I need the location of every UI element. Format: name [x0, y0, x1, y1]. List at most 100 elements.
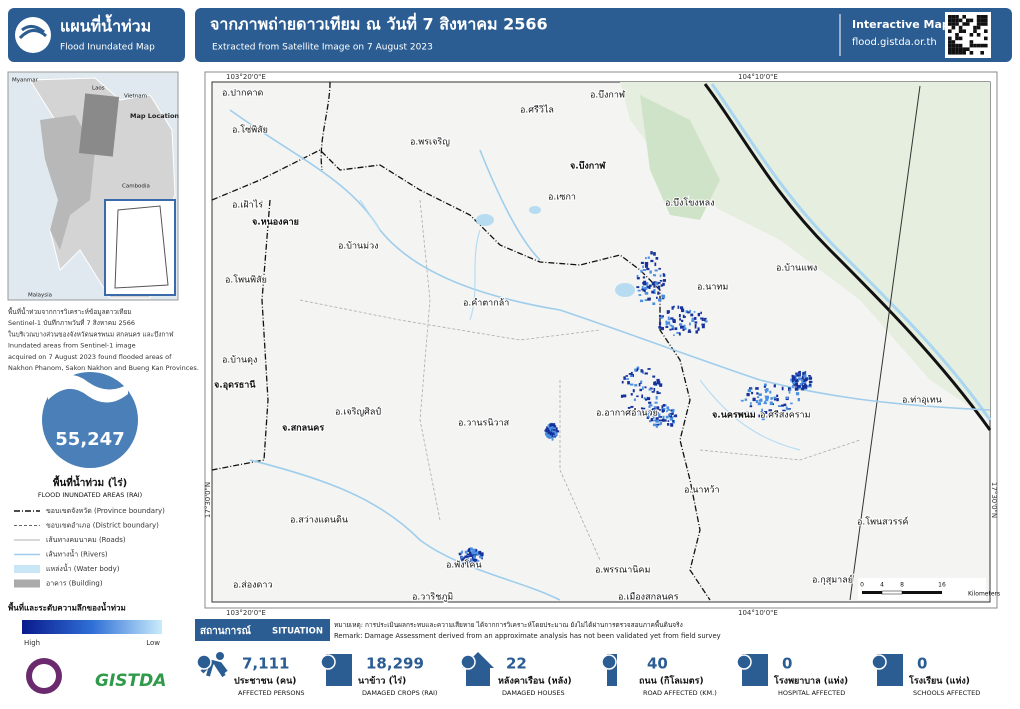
flood-speck [552, 427, 556, 430]
flood-speck [648, 405, 651, 408]
url: flood.gistda.or.th [852, 37, 937, 48]
flood-speck [634, 368, 637, 371]
flood-speck [640, 261, 644, 264]
flood-speck [768, 409, 773, 412]
scale-label: 8 [900, 582, 904, 589]
flood-speck [641, 407, 646, 410]
flood-speck [652, 411, 656, 415]
flood-speck [662, 282, 665, 286]
flood-speck [549, 424, 552, 428]
flood-speck [801, 375, 804, 379]
flood-speck [652, 302, 656, 306]
interactive-label: Interactive Map [852, 18, 950, 31]
map-label: อ.พรรณานิคม [595, 565, 650, 576]
coord-lat-left: 17°30'0"N [204, 482, 212, 518]
province-boundary [320, 81, 331, 171]
flood-speck [641, 288, 645, 291]
flood-speck [671, 306, 674, 310]
flood-speck [636, 286, 640, 289]
flood-speck [643, 283, 647, 286]
qr-cell [958, 29, 963, 33]
map-label: จ.สกลนคร [282, 424, 324, 434]
flood-speck [682, 314, 685, 319]
scale-label: 4 [880, 582, 884, 589]
flood-speck [662, 273, 665, 275]
flood-speck [629, 375, 633, 377]
flood-speck [644, 261, 649, 265]
flood-speck [647, 368, 651, 370]
flood-speck [636, 395, 639, 398]
map-label: จ.หนองคาย [252, 218, 299, 228]
flood-speck [640, 269, 643, 273]
qr-cell [984, 36, 988, 41]
qr-cell [951, 47, 956, 51]
qr-cell [984, 15, 988, 19]
flood-speck [630, 405, 634, 408]
flood-speck [747, 389, 752, 393]
flood-speck [669, 413, 672, 417]
qr-cell [958, 25, 963, 30]
map-label: อ.เซกา [548, 193, 576, 203]
flood-speck [681, 308, 685, 313]
icon-badge [196, 654, 212, 670]
flood-speck [666, 406, 670, 410]
icon-badge [601, 654, 617, 670]
remark-en: Remark: Damage Assessment derived from a… [334, 632, 721, 640]
situation-en: SITUATION [272, 627, 323, 637]
flood-speck [650, 251, 653, 255]
flood-speck [653, 285, 656, 288]
scale-seg [881, 590, 903, 595]
map-label: อ.ศรีสงคราม [760, 410, 811, 421]
coord-lat-right: 17°30'0"N [990, 482, 998, 518]
flood-speck [622, 394, 627, 398]
flood-speck [785, 406, 788, 409]
flood-speck [802, 372, 805, 375]
flood-speck [802, 384, 806, 388]
flood-speck [667, 420, 670, 422]
flood-speck [673, 334, 675, 337]
qr-cell [969, 51, 974, 55]
legend-label: ขอบเขตอำเภอ (District boundary) [46, 522, 159, 530]
flood-speck [644, 398, 647, 401]
flood-speck [666, 310, 670, 314]
map-label: อ.ศรีวิไล [520, 105, 554, 116]
impact-label-en: AFFECTED PERSONS [238, 689, 305, 697]
map-label: อ.บึงกาฬ [590, 90, 626, 101]
flood-speck [652, 408, 656, 411]
impact-value: 0 [917, 655, 927, 673]
flood-speck [654, 282, 658, 286]
map-label: จ.อุดรธานี [214, 380, 256, 391]
flood-speck [749, 405, 753, 408]
flood-speck [762, 415, 766, 419]
flood-speck [670, 423, 674, 427]
flood-speck [676, 332, 680, 334]
qr-cell [976, 15, 981, 19]
map-label: อ.กุสุมาลย์ [812, 574, 853, 586]
flood-speck [554, 431, 557, 434]
flood-speck [480, 552, 484, 556]
flood-speck [656, 419, 659, 423]
impact-value: 18,299 [366, 655, 424, 673]
flood-speck [763, 402, 768, 405]
qr-cell [955, 18, 959, 23]
flood-speck [670, 412, 674, 415]
map-label: อ.นาหว้า [684, 485, 720, 496]
qr-cell [973, 43, 977, 48]
header-left [8, 8, 185, 62]
flood-speck [796, 378, 799, 383]
qr-cell [962, 15, 966, 19]
flood-speck [656, 378, 660, 382]
flood-speck [652, 423, 657, 427]
scale-seg [902, 591, 942, 594]
qr-cell [976, 18, 981, 23]
flood-speck [764, 383, 767, 387]
qr-cell [955, 51, 959, 55]
flood-speck [633, 398, 636, 401]
main-title: จากภาพถ่ายดาวเทียม ณ วันที่ 7 สิงหาคม 25… [210, 13, 548, 34]
qr-cell [980, 18, 984, 23]
flood-speck [809, 383, 812, 387]
qr-cell [962, 22, 966, 26]
flood-speck [662, 315, 664, 318]
flood-speck [547, 431, 551, 435]
description-line: พื้นที่น้ำท่วมจากการวิเคราะห์ข้อมูลดาวเท… [8, 307, 132, 316]
